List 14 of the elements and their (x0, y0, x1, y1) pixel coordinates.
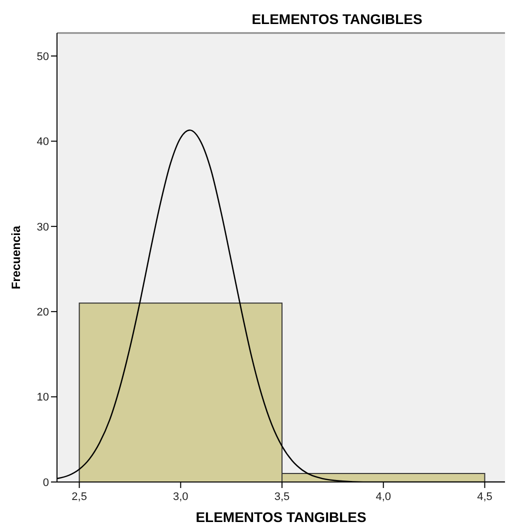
chart-title: ELEMENTOS TANGIBLES (252, 11, 422, 27)
x-tick-label: 3,5 (274, 491, 290, 503)
x-axis-title: ELEMENTOS TANGIBLES (196, 509, 366, 525)
x-tick-label: 4,5 (477, 491, 492, 503)
y-tick-label: 50 (36, 50, 49, 63)
y-tick-label: 10 (36, 392, 49, 404)
y-tick-label: 20 (36, 306, 49, 318)
x-tick-label: 3,0 (173, 491, 188, 503)
y-tick-label: 0 (42, 476, 49, 489)
y-tick-label: 30 (36, 221, 49, 234)
y-axis-title: Frecuencia (9, 226, 23, 290)
x-tick-label: 4,0 (376, 491, 392, 503)
y-tick-label: 40 (36, 136, 49, 148)
x-tick-label: 2,5 (72, 491, 87, 503)
